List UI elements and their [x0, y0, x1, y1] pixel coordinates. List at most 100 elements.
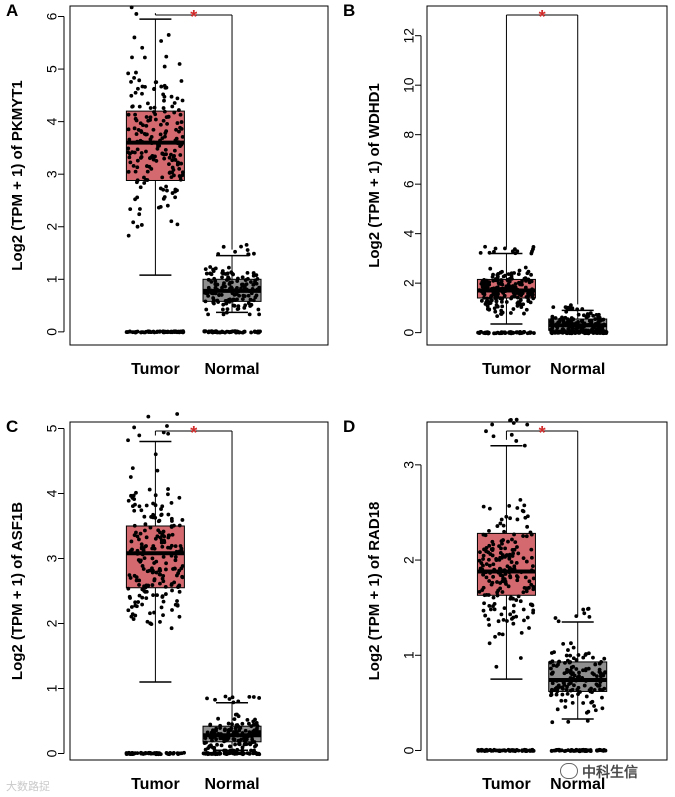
data-point	[240, 282, 244, 287]
data-point	[231, 700, 236, 705]
data-point	[139, 223, 144, 227]
plot-frame	[426, 5, 668, 346]
data-point	[166, 492, 170, 497]
y-tick-label: 1	[44, 275, 60, 283]
data-point	[228, 286, 233, 291]
data-point	[153, 493, 158, 498]
data-point	[556, 619, 561, 624]
data-point	[481, 572, 486, 577]
data-point	[171, 155, 176, 159]
data-point	[144, 596, 149, 601]
data-point	[478, 566, 483, 571]
data-point	[495, 593, 500, 598]
data-point	[257, 285, 262, 290]
data-point	[204, 291, 209, 296]
data-point	[162, 94, 167, 99]
data-point	[148, 621, 153, 626]
data-point	[220, 307, 225, 312]
data-point	[154, 159, 159, 163]
data-point	[494, 664, 499, 669]
data-point-zero	[521, 748, 526, 753]
data-point	[126, 112, 131, 117]
data-point	[219, 743, 224, 748]
data-point	[514, 417, 519, 422]
data-point	[492, 567, 497, 572]
data-point	[162, 109, 167, 114]
data-point	[150, 153, 155, 158]
data-point	[169, 175, 174, 180]
data-point	[215, 742, 219, 747]
data-point	[220, 285, 224, 290]
data-point	[255, 726, 259, 731]
data-point	[486, 593, 491, 597]
data-point	[213, 291, 218, 296]
data-point	[492, 306, 497, 311]
data-point	[529, 582, 534, 587]
data-point	[227, 282, 232, 286]
data-point	[175, 599, 179, 603]
data-point	[509, 595, 513, 600]
data-point	[159, 84, 164, 89]
data-point	[491, 434, 496, 439]
data-point	[155, 593, 159, 598]
data-point	[133, 613, 138, 618]
data-point	[564, 305, 569, 310]
data-point	[511, 609, 516, 614]
data-point	[550, 671, 555, 676]
data-point	[506, 287, 510, 292]
data-point	[223, 694, 228, 699]
data-point	[164, 54, 169, 59]
data-point	[247, 730, 252, 735]
data-point	[498, 566, 502, 571]
data-point	[180, 134, 185, 139]
data-point	[170, 608, 174, 612]
data-point	[582, 683, 587, 688]
data-point	[499, 282, 504, 286]
data-point	[510, 554, 515, 558]
data-point	[514, 439, 519, 443]
data-point	[223, 727, 227, 731]
data-point	[221, 735, 226, 740]
data-point	[177, 129, 181, 134]
data-point	[597, 667, 602, 672]
data-point	[257, 696, 262, 700]
data-point	[502, 293, 507, 298]
data-point	[483, 613, 488, 618]
data-point	[142, 514, 147, 519]
data-point	[549, 692, 554, 697]
data-point-zero	[587, 748, 592, 753]
data-point	[568, 668, 573, 673]
data-point	[158, 122, 163, 127]
data-point-zero	[598, 748, 603, 753]
data-point	[166, 114, 171, 119]
data-point	[169, 553, 174, 558]
data-point	[162, 195, 167, 199]
data-point	[172, 101, 177, 105]
data-point	[518, 599, 523, 604]
data-point	[245, 717, 250, 722]
data-point	[141, 546, 146, 551]
data-point-zero	[210, 330, 215, 335]
data-point	[522, 503, 527, 508]
data-point	[148, 525, 153, 530]
data-point	[142, 181, 147, 185]
data-point	[511, 421, 516, 425]
data-point	[487, 579, 492, 583]
y-tick-label: 1	[401, 651, 417, 659]
data-point	[256, 731, 261, 736]
data-point	[153, 452, 158, 457]
plot-frame	[426, 421, 668, 761]
data-point	[227, 265, 231, 270]
data-point	[493, 309, 498, 314]
data-point	[140, 552, 145, 557]
data-point	[477, 558, 482, 563]
data-point	[136, 86, 140, 91]
data-point	[508, 418, 512, 423]
plot-frame	[69, 5, 329, 346]
data-point	[587, 323, 592, 327]
data-point	[523, 265, 528, 270]
data-point	[515, 287, 520, 292]
data-point	[237, 728, 242, 733]
data-point	[135, 551, 140, 556]
data-point	[142, 588, 147, 593]
